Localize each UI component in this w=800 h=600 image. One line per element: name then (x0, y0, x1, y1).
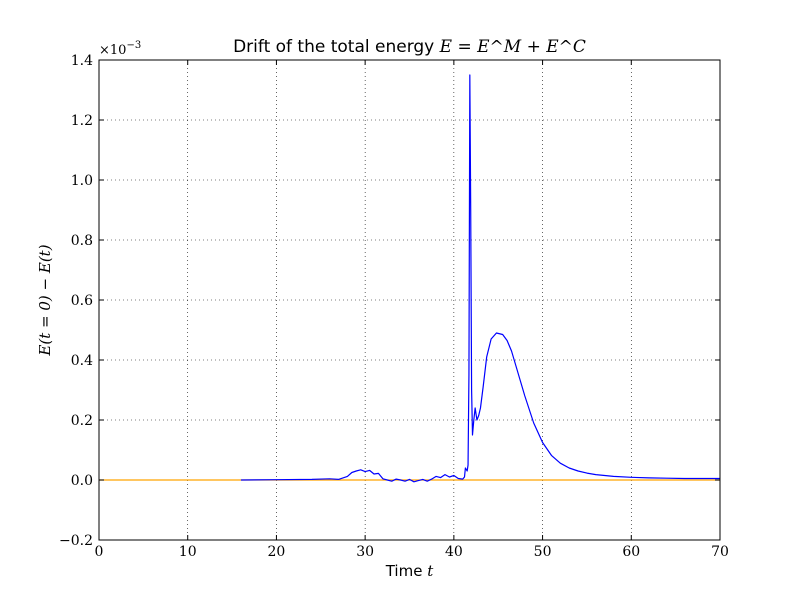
x-tick-label: 60 (622, 544, 640, 560)
x-tick-label: 20 (268, 544, 286, 560)
y-tick-label: 1.4 (71, 53, 93, 69)
y-tick-label: 0.6 (71, 293, 93, 309)
y-tick-label: −0.2 (59, 533, 93, 549)
y-tick-label: 0.4 (71, 353, 93, 369)
ticks: 0 10 20 30 40 50 60 70 −0.2 0.0 0.2 0.4 0.6 0.8 1.0 1.2… (59, 53, 729, 560)
x-tick-label: 70 (711, 544, 729, 560)
series-layer (99, 74, 720, 483)
y-tick-label: 0.8 (71, 233, 93, 249)
x-tick-label: 40 (445, 544, 463, 560)
chart-title: Drift of the total energy E = E^M + E^C (233, 37, 586, 57)
y-tick-label: 0.2 (71, 413, 93, 429)
y-axis-label: E(t = 0) − E(t) (36, 244, 54, 356)
y-tick-label: 1.2 (71, 113, 93, 129)
x-tick-label: 30 (356, 544, 374, 560)
x-axis-label-math: t (427, 562, 434, 580)
y-tick-label: 1.0 (71, 173, 93, 189)
y-offset-exponent: −3 (126, 40, 141, 51)
x-tick-label: 10 (179, 544, 197, 560)
plot-frame (98, 59, 721, 541)
x-tick-label: 0 (95, 544, 104, 560)
y-axis-offset-label: ×10−3 (99, 40, 141, 58)
x-axis-label: Time t (385, 562, 434, 580)
y-tick-label: 0.0 (71, 473, 93, 489)
chart-title-text: Drift of the total energy (233, 37, 440, 57)
chart-title-math: E = E^M + E^C (439, 37, 586, 57)
x-axis-label-text: Time (385, 562, 427, 580)
grid (99, 60, 720, 540)
y-offset-base: ×10 (99, 43, 126, 58)
series-line (240, 74, 720, 483)
x-tick-label: 50 (534, 544, 552, 560)
